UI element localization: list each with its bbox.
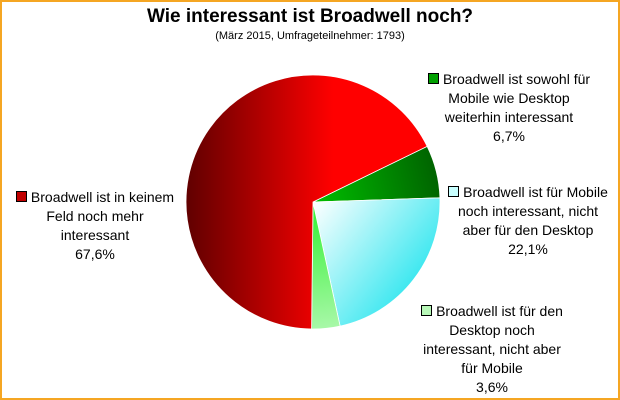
legend-percent: 3,6%	[476, 379, 508, 395]
legend-line: für Mobile	[461, 360, 523, 376]
legend-percent: 6,7%	[493, 128, 525, 144]
chart-subtitle: (März 2015, Umfrageteilnehmer: 1793)	[215, 30, 405, 42]
legend-line: Broadwell ist sowohl für	[404, 70, 614, 89]
legend-text: Broadwell ist für Mobile	[463, 184, 608, 200]
legend-entry-none: Broadwell ist in keinem Feld noch mehr i…	[2, 188, 188, 264]
legend-text: Broadwell ist in keinem	[30, 189, 175, 205]
legend-text: Broadwell ist für den	[436, 303, 563, 319]
legend-line: aber für den Desktop	[462, 222, 594, 238]
pie-slice-mobile	[312, 197, 441, 327]
legend-swatch	[427, 73, 439, 84]
chart-title: Wie interessant ist Broadwell noch?	[146, 6, 474, 27]
legend-text: Broadwell ist sowohl für	[442, 71, 591, 87]
legend-entry-desktop: Broadwell ist für den Desktop noch inter…	[402, 302, 582, 397]
legend-swatch	[15, 191, 27, 202]
pie-slice-none	[185, 74, 428, 330]
legend-line: Broadwell ist in keinem	[2, 188, 188, 207]
legend-line: interessant, nicht aber	[423, 341, 561, 357]
legend-line: Broadwell ist für den	[402, 302, 582, 321]
legend-entry-mobile: Broadwell ist für Mobile noch interessan…	[440, 183, 616, 259]
legend-line: interessant	[60, 227, 130, 243]
legend-line: Mobile wie Desktop	[448, 90, 570, 106]
legend-line: Feld noch mehr	[46, 208, 144, 224]
legend-line: noch interessant, nicht	[457, 203, 599, 219]
legend-line: Desktop noch	[449, 322, 535, 338]
legend-line: Broadwell ist für Mobile	[440, 183, 616, 202]
legend-entry-both: Broadwell ist sowohl für Mobile wie Desk…	[404, 70, 614, 146]
legend-percent: 67,6%	[75, 246, 115, 262]
legend-percent: 22,1%	[508, 241, 548, 257]
legend-swatch	[448, 186, 460, 197]
legend-swatch	[421, 305, 433, 316]
legend-line: weiterhin interessant	[444, 109, 574, 125]
